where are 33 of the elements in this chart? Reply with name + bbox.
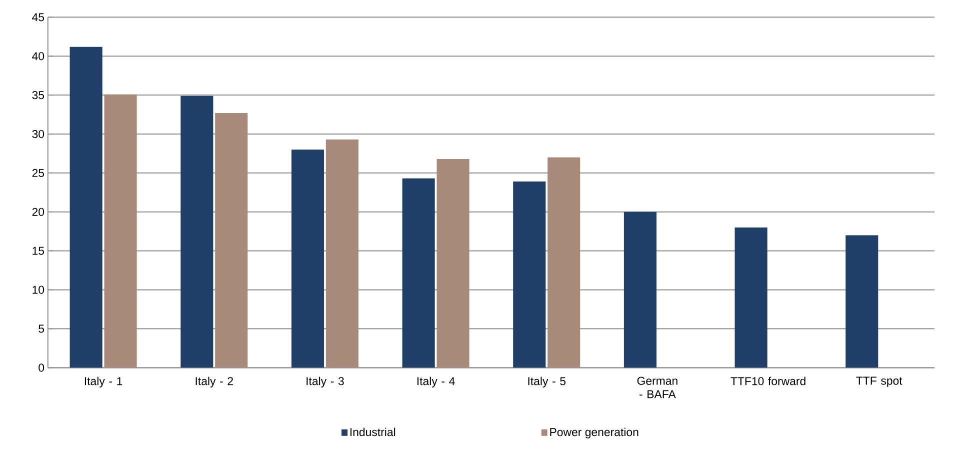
x-tick-label: Italy - 3 xyxy=(306,376,344,388)
bar xyxy=(513,182,546,368)
x-tick-label: Italy - 1 xyxy=(84,376,122,388)
bar xyxy=(402,178,435,368)
bar xyxy=(326,140,358,368)
bar xyxy=(180,96,214,368)
legend-label: Power generation xyxy=(550,428,638,438)
y-tick-label: 10 xyxy=(32,286,44,294)
bar xyxy=(291,150,324,368)
bar xyxy=(624,212,656,368)
bar xyxy=(734,228,768,368)
x-tick-label: Italy - 4 xyxy=(417,376,455,388)
y-tick-label: 40 xyxy=(32,52,44,60)
x-tick-label: Italy - 2 xyxy=(196,376,233,388)
bar xyxy=(436,159,470,368)
y-tick-label: 0 xyxy=(38,364,44,372)
bar xyxy=(548,157,580,368)
y-tick-label: 5 xyxy=(38,324,44,333)
bar xyxy=(104,94,137,368)
bar xyxy=(215,113,248,368)
y-tick-label: 25 xyxy=(32,169,44,178)
x-tick-label: German - BAFA xyxy=(637,376,678,398)
y-tick-label: 35 xyxy=(32,91,44,100)
x-tick-label: Italy - 5 xyxy=(528,376,566,388)
y-tick-label: 45 xyxy=(32,13,44,22)
y-tick-label: 15 xyxy=(32,246,44,255)
bar xyxy=(846,235,878,368)
x-tick-label: TTF10 forward xyxy=(730,376,806,386)
legend-label: Industrial xyxy=(350,428,396,436)
y-tick-label: 20 xyxy=(32,208,44,216)
bar xyxy=(70,46,102,368)
x-tick-label: TTF spot xyxy=(856,376,902,388)
y-tick-label: 30 xyxy=(32,130,44,138)
